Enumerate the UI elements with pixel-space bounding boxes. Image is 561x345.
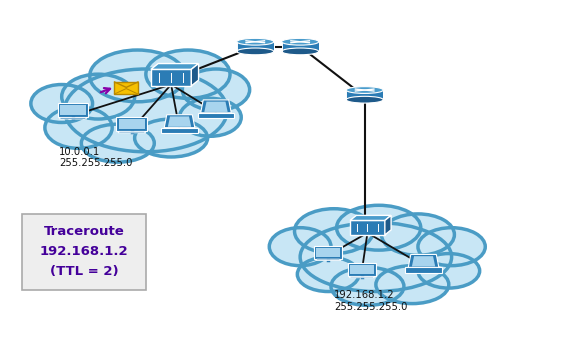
Ellipse shape xyxy=(180,98,241,136)
Ellipse shape xyxy=(418,228,485,266)
Polygon shape xyxy=(198,113,234,118)
Polygon shape xyxy=(314,246,342,259)
Ellipse shape xyxy=(381,214,454,255)
Polygon shape xyxy=(282,42,319,51)
Polygon shape xyxy=(201,100,231,113)
Ellipse shape xyxy=(297,257,359,292)
Ellipse shape xyxy=(295,209,373,254)
Polygon shape xyxy=(58,104,89,117)
Polygon shape xyxy=(348,264,376,276)
Polygon shape xyxy=(162,128,198,133)
Polygon shape xyxy=(60,105,86,116)
Polygon shape xyxy=(408,255,439,267)
Ellipse shape xyxy=(81,124,154,162)
Polygon shape xyxy=(385,215,391,235)
Polygon shape xyxy=(315,259,341,260)
Ellipse shape xyxy=(418,254,480,288)
Ellipse shape xyxy=(282,48,319,55)
Ellipse shape xyxy=(237,48,274,55)
Polygon shape xyxy=(191,63,199,86)
Polygon shape xyxy=(114,82,138,94)
Polygon shape xyxy=(59,118,87,119)
Text: 10.0.0.1
255.255.255.0: 10.0.0.1 255.255.255.0 xyxy=(59,147,132,168)
Text: Traceroute
192.168.1.2
(TTL = 2): Traceroute 192.168.1.2 (TTL = 2) xyxy=(40,225,128,278)
Polygon shape xyxy=(405,267,442,273)
Polygon shape xyxy=(350,265,374,275)
Polygon shape xyxy=(237,42,274,51)
Ellipse shape xyxy=(346,87,383,93)
Polygon shape xyxy=(412,256,435,266)
Text: 192.168.1.2
255.255.255.0: 192.168.1.2 255.255.255.0 xyxy=(334,290,407,312)
Polygon shape xyxy=(316,248,340,257)
Ellipse shape xyxy=(346,96,383,103)
Ellipse shape xyxy=(182,69,250,110)
Ellipse shape xyxy=(31,85,93,122)
Ellipse shape xyxy=(300,223,452,292)
Ellipse shape xyxy=(62,74,135,119)
Ellipse shape xyxy=(237,38,274,45)
Ellipse shape xyxy=(146,50,230,98)
Polygon shape xyxy=(346,90,383,100)
Ellipse shape xyxy=(135,119,208,157)
FancyBboxPatch shape xyxy=(22,214,146,290)
Polygon shape xyxy=(168,117,191,127)
Ellipse shape xyxy=(269,228,331,266)
Polygon shape xyxy=(350,220,385,235)
Ellipse shape xyxy=(282,38,319,45)
Ellipse shape xyxy=(45,107,112,148)
Polygon shape xyxy=(117,117,147,131)
Polygon shape xyxy=(349,276,374,278)
Ellipse shape xyxy=(90,50,185,102)
Ellipse shape xyxy=(376,266,449,304)
Ellipse shape xyxy=(65,69,227,152)
Polygon shape xyxy=(204,101,228,112)
Polygon shape xyxy=(151,69,191,86)
Polygon shape xyxy=(119,119,145,129)
Polygon shape xyxy=(151,63,199,69)
Ellipse shape xyxy=(337,205,421,250)
Polygon shape xyxy=(350,215,391,220)
Polygon shape xyxy=(164,115,195,128)
Ellipse shape xyxy=(331,267,404,305)
Polygon shape xyxy=(118,131,146,133)
